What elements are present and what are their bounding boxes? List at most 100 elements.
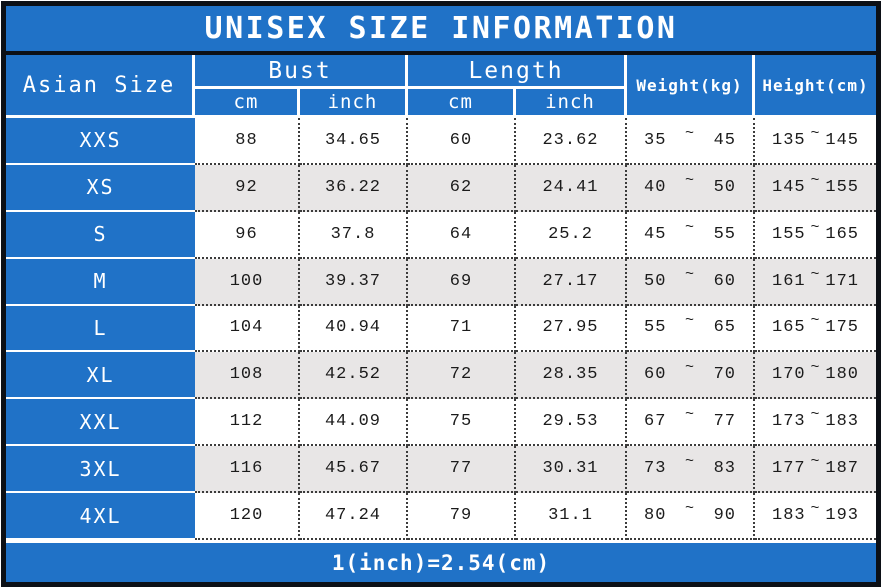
page-title: UNISEX SIZE INFORMATION xyxy=(6,6,876,55)
tilde: ~ xyxy=(684,359,695,377)
weight-min: 67 xyxy=(644,412,667,432)
height-range: 183 ~193 xyxy=(755,493,876,540)
weight-max: 90 xyxy=(713,506,736,526)
length-inch-value: 31.1 xyxy=(516,493,627,540)
height-min: 155 xyxy=(772,224,806,244)
col-header-height: Height(cm) xyxy=(755,55,876,118)
weight-max: 50 xyxy=(713,177,736,197)
height-range: 161 ~171 xyxy=(755,258,876,306)
height-range: 155 ~165 xyxy=(755,211,876,259)
weight-max: 55 xyxy=(713,224,736,244)
row-size-label: 3XL xyxy=(6,446,195,494)
col-header-length: Length xyxy=(408,55,627,89)
height-max: 145 xyxy=(825,130,859,150)
tilde: ~ xyxy=(684,500,695,518)
weight-min: 73 xyxy=(644,459,667,479)
tilde: ~ xyxy=(684,406,695,424)
bust-cm-value: 100 xyxy=(195,258,300,306)
length-inch-value: 23.62 xyxy=(516,118,627,165)
weight-max: 83 xyxy=(713,459,736,479)
bust-inch-value: 44.09 xyxy=(300,399,408,447)
height-range: 177 ~187 xyxy=(755,446,876,494)
weight-min: 35 xyxy=(644,130,667,150)
weight-max: 77 xyxy=(713,412,736,432)
weight-max: 65 xyxy=(713,318,736,338)
length-inch-value: 24.41 xyxy=(516,164,627,212)
weight-range: 35 ~45 xyxy=(627,118,755,165)
height-range: 173 ~183 xyxy=(755,399,876,447)
length-inch-value: 27.17 xyxy=(516,258,627,306)
length-cm-value: 79 xyxy=(408,493,516,540)
height-range: 170 ~180 xyxy=(755,352,876,400)
tilde: ~ xyxy=(810,124,821,142)
bust-cm-value: 120 xyxy=(195,493,300,540)
length-inch-value: 29.53 xyxy=(516,399,627,447)
length-cm-value: 71 xyxy=(408,305,516,353)
tilde: ~ xyxy=(684,312,695,330)
tilde: ~ xyxy=(810,171,821,189)
length-inch-value: 25.2 xyxy=(516,211,627,259)
length-cm-value: 75 xyxy=(408,399,516,447)
weight-min: 60 xyxy=(644,365,667,385)
col-subheader-length-cm: cm xyxy=(408,89,516,118)
bust-inch-value: 34.65 xyxy=(300,118,408,165)
weight-range: 45 ~55 xyxy=(627,211,755,259)
row-size-label: XXL xyxy=(6,399,195,447)
weight-min: 50 xyxy=(644,271,667,291)
tilde: ~ xyxy=(684,124,695,142)
length-inch-value: 27.95 xyxy=(516,305,627,353)
conversion-note: 1(inch)=2.54(cm) xyxy=(6,540,876,582)
row-size-label: XXS xyxy=(6,118,195,165)
weight-range: 67 ~77 xyxy=(627,399,755,447)
bust-inch-value: 37.8 xyxy=(300,211,408,259)
row-size-label: M xyxy=(6,258,195,306)
row-size-label: S xyxy=(6,211,195,259)
height-min: 177 xyxy=(772,459,806,479)
weight-range: 50 ~60 xyxy=(627,258,755,306)
bust-inch-value: 39.37 xyxy=(300,258,408,306)
col-subheader-bust-inch: inch xyxy=(300,89,408,118)
weight-min: 55 xyxy=(644,318,667,338)
weight-max: 70 xyxy=(713,365,736,385)
height-range: 165 ~175 xyxy=(755,305,876,353)
row-size-label: 4XL xyxy=(6,493,195,540)
col-header-weight: Weight(kg) xyxy=(627,55,755,118)
bust-inch-value: 42.52 xyxy=(300,352,408,400)
length-inch-value: 28.35 xyxy=(516,352,627,400)
tilde: ~ xyxy=(684,171,695,189)
length-cm-value: 62 xyxy=(408,164,516,212)
col-header-asian-size: Asian Size xyxy=(6,55,195,118)
size-chart-grid: UNISEX SIZE INFORMATION Asian Size Bust … xyxy=(6,6,876,582)
tilde: ~ xyxy=(810,453,821,471)
bust-inch-value: 40.94 xyxy=(300,305,408,353)
bust-cm-value: 88 xyxy=(195,118,300,165)
weight-range: 60 ~70 xyxy=(627,352,755,400)
height-range: 135 ~145 xyxy=(755,118,876,165)
tilde: ~ xyxy=(810,500,821,518)
weight-min: 80 xyxy=(644,506,667,526)
height-max: 175 xyxy=(825,318,859,338)
bust-cm-value: 116 xyxy=(195,446,300,494)
row-size-label: L xyxy=(6,305,195,353)
weight-range: 40 ~50 xyxy=(627,164,755,212)
height-min: 135 xyxy=(772,130,806,150)
length-cm-value: 69 xyxy=(408,258,516,306)
length-cm-value: 60 xyxy=(408,118,516,165)
weight-min: 40 xyxy=(644,177,667,197)
height-min: 145 xyxy=(772,177,806,197)
length-cm-value: 64 xyxy=(408,211,516,259)
length-cm-value: 72 xyxy=(408,352,516,400)
bust-cm-value: 104 xyxy=(195,305,300,353)
height-range: 145 ~155 xyxy=(755,164,876,212)
height-max: 193 xyxy=(825,506,859,526)
weight-range: 73 ~83 xyxy=(627,446,755,494)
bust-cm-value: 108 xyxy=(195,352,300,400)
row-size-label: XS xyxy=(6,164,195,212)
weight-max: 45 xyxy=(713,130,736,150)
col-subheader-length-inch: inch xyxy=(516,89,627,118)
weight-range: 55 ~65 xyxy=(627,305,755,353)
tilde: ~ xyxy=(684,218,695,236)
row-size-label: XL xyxy=(6,352,195,400)
weight-min: 45 xyxy=(644,224,667,244)
